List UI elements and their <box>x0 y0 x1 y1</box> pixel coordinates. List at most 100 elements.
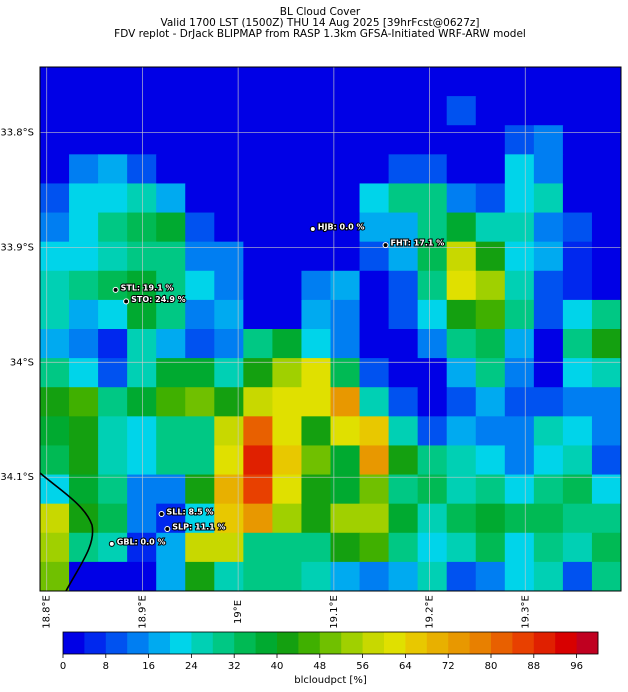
cell <box>127 416 157 446</box>
cell <box>40 270 70 301</box>
cell <box>359 503 390 534</box>
cell <box>185 96 215 126</box>
cell <box>98 445 128 476</box>
cell <box>446 67 477 97</box>
cell <box>40 154 70 184</box>
cell <box>475 358 506 388</box>
cell <box>185 299 215 330</box>
cell <box>533 532 564 563</box>
cell <box>40 241 70 272</box>
cell <box>591 329 622 359</box>
cell <box>69 474 99 505</box>
cell <box>40 183 70 214</box>
cell <box>591 474 622 505</box>
cell <box>417 416 448 446</box>
cell <box>301 561 331 592</box>
cell <box>127 358 157 388</box>
cell <box>127 67 157 97</box>
colorbar-swatch <box>191 632 214 654</box>
cell <box>272 241 302 272</box>
cell <box>330 387 361 417</box>
cell <box>243 125 273 155</box>
colorbar-tick-label: 24 <box>185 661 198 672</box>
cell <box>214 67 244 97</box>
cell <box>127 154 157 184</box>
cell <box>127 270 157 301</box>
station-marker <box>164 525 171 532</box>
cell <box>98 183 128 214</box>
cell <box>446 270 477 301</box>
cell <box>475 503 506 534</box>
cell <box>475 241 506 272</box>
cell <box>69 445 99 476</box>
cell <box>330 125 361 155</box>
map-frame <box>39 66 622 592</box>
cell <box>156 125 186 155</box>
cell <box>562 270 593 301</box>
cell <box>533 154 564 184</box>
cell <box>562 329 593 359</box>
cell <box>446 416 477 446</box>
cell <box>156 96 186 126</box>
cell <box>156 270 186 301</box>
cell <box>214 387 244 417</box>
cell <box>98 503 128 534</box>
cell <box>98 125 128 155</box>
cell <box>185 241 215 272</box>
cell <box>591 299 622 330</box>
cell <box>359 445 390 476</box>
cell <box>243 561 273 592</box>
cell <box>446 387 477 417</box>
colorbar-swatch <box>234 632 256 654</box>
cell <box>214 358 244 388</box>
cell <box>417 387 448 417</box>
cell <box>301 445 331 476</box>
cell <box>388 67 419 97</box>
cell <box>533 96 564 126</box>
colorbar-tick-label: 56 <box>356 661 369 672</box>
cell <box>301 503 331 534</box>
cell <box>417 329 448 359</box>
cell <box>127 96 157 126</box>
cell <box>562 503 593 534</box>
cell <box>591 183 622 214</box>
cell <box>156 532 186 563</box>
cell <box>98 532 128 563</box>
station-label: FHT: 17.1 % <box>391 239 445 248</box>
x-tick-label: 19.1°E <box>329 595 340 629</box>
cell <box>475 445 506 476</box>
cell <box>156 183 186 214</box>
cell <box>156 474 186 505</box>
colorbar-swatch <box>405 632 428 654</box>
cell <box>69 503 99 534</box>
cell <box>214 503 244 534</box>
cell <box>69 96 99 126</box>
cell <box>359 561 390 592</box>
cell <box>243 212 273 243</box>
cell <box>475 387 506 417</box>
cell <box>446 561 477 592</box>
cell <box>504 532 535 563</box>
cell <box>69 183 99 214</box>
cell <box>69 416 99 446</box>
cell <box>504 96 535 126</box>
cell <box>330 183 361 214</box>
cell <box>504 299 535 330</box>
cell <box>446 96 477 126</box>
cell <box>504 270 535 301</box>
cell <box>417 270 448 301</box>
cell <box>504 561 535 592</box>
cell <box>533 329 564 359</box>
cell <box>475 532 506 563</box>
colorbar-swatch <box>384 632 406 654</box>
cell <box>301 96 331 126</box>
cell <box>417 503 448 534</box>
cell <box>185 125 215 155</box>
field <box>40 67 622 592</box>
cell <box>156 445 186 476</box>
cell <box>533 358 564 388</box>
cell <box>330 154 361 184</box>
cell <box>562 183 593 214</box>
cell <box>272 561 302 592</box>
cell <box>243 183 273 214</box>
